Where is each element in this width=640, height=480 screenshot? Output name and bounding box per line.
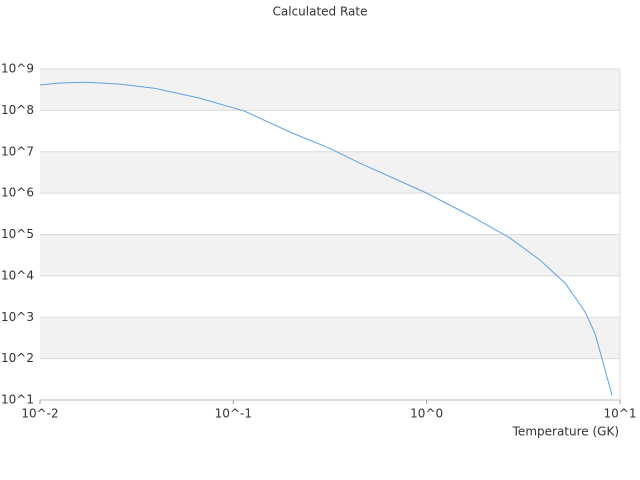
- y-tick-label: 10^8: [1, 103, 34, 117]
- chart-title: Calculated Rate: [273, 5, 368, 19]
- x-tick-label: 10^0: [410, 407, 443, 421]
- y-tick-label: 10^4: [1, 268, 34, 282]
- y-tick-label: 10^6: [1, 186, 34, 200]
- x-axis-label: Temperature (GK): [512, 425, 619, 439]
- grid-band: [40, 69, 620, 111]
- x-tick-label: 10^-1: [215, 407, 252, 421]
- x-tick-label: 10^-2: [21, 407, 58, 421]
- grid-band: [40, 234, 620, 276]
- y-tick-label: 10^9: [1, 62, 34, 76]
- y-tick-label: 10^5: [1, 227, 34, 241]
- y-tick-label: 10^1: [1, 393, 34, 407]
- y-tick-label: 10^3: [1, 310, 34, 324]
- grid-band: [40, 151, 620, 194]
- data-line: [39, 81, 613, 396]
- y-tick-label: 10^7: [1, 144, 34, 158]
- y-tick-label: 10^2: [1, 351, 34, 365]
- x-tick-label: 10^1: [604, 407, 637, 421]
- grid-band: [40, 317, 620, 359]
